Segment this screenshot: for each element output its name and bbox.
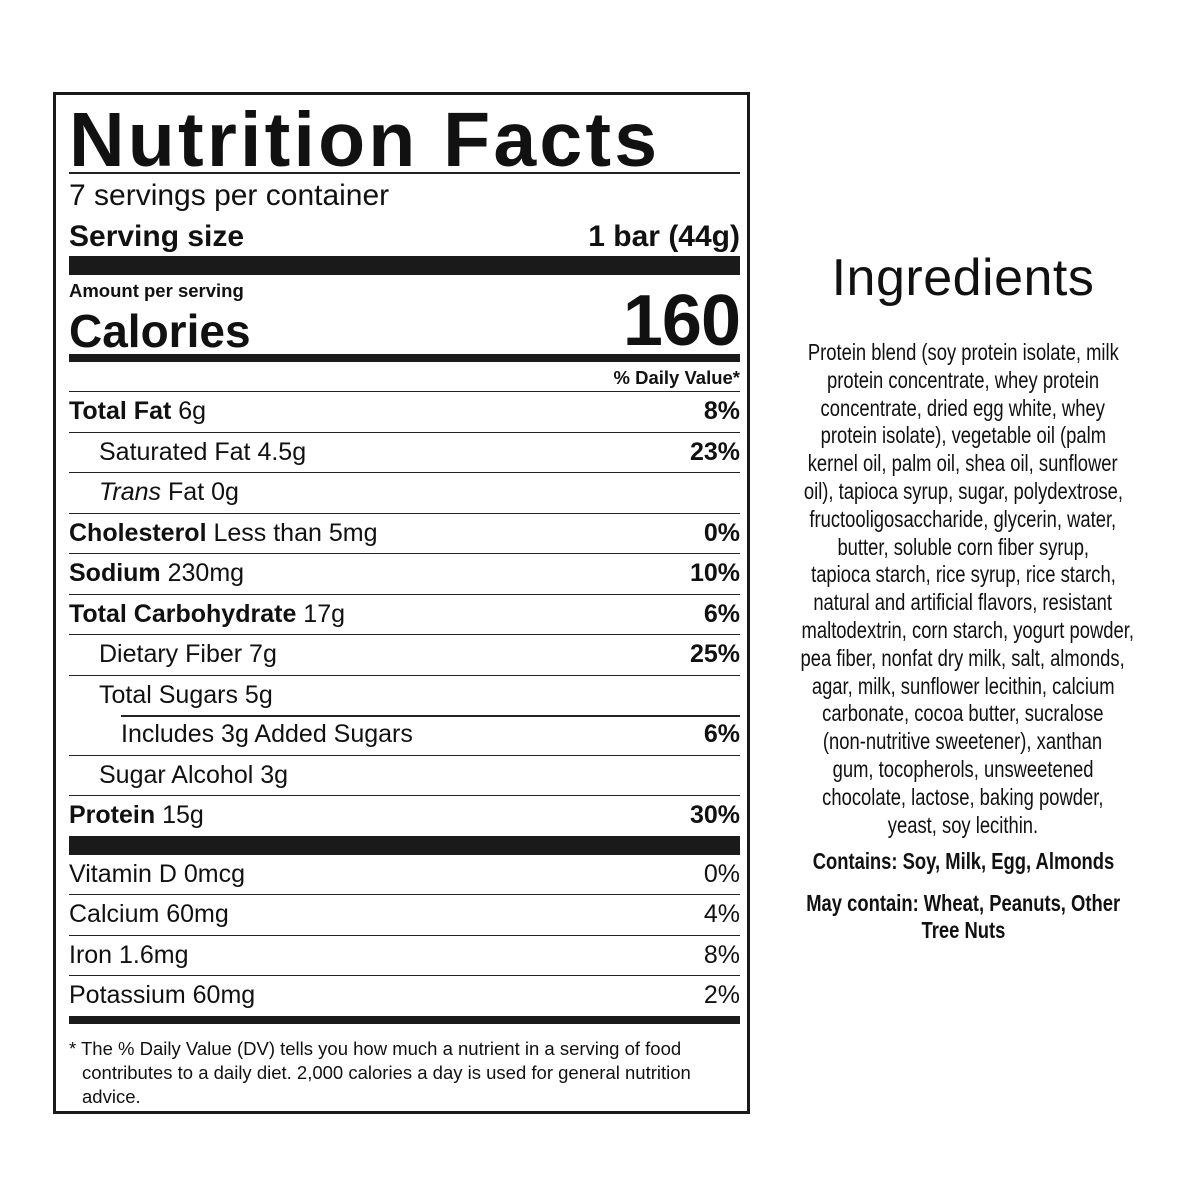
nutrient-rows: Total Fat 6g 8% Saturated Fat 4.5g 23% Tra… [69, 391, 740, 1024]
ingredient-line: butter, soluble corn fiber syrup, [837, 533, 1089, 560]
nutrient-row-added-sugars: Includes 3g Added Sugars 6% [69, 715, 740, 755]
nutrition-title: Nutrition Facts [69, 97, 661, 183]
vitamin-rows: Vitamin D 0mcg 0% Calcium 60mg 4% Iron 1.6… [69, 855, 740, 1016]
medium-divider [69, 1015, 740, 1024]
serving-size: Serving size 1 bar (44g) [69, 219, 740, 255]
nutrient-row-cholesterol: Cholesterol Less than 5mg 0% [69, 512, 740, 554]
calories-label: Calories [69, 305, 251, 357]
ingredients-title: Ingredients [831, 249, 1095, 307]
nutrient-row-protein: Protein 15g 30% [69, 795, 740, 836]
daily-value-header: % Daily Value* [613, 367, 740, 388]
ingredient-line: tapioca starch, rice syrup, rice starch, [810, 561, 1116, 588]
vitamin-row: Vitamin D 0mcg 0% [69, 859, 740, 888]
ingredient-line: maltodextrin, corn starch, yogurt powder… [801, 616, 1134, 643]
nutrient-row-saturated-fat: Saturated Fat 4.5g 23% [69, 431, 740, 473]
amount-per-serving: Amount per serving [69, 280, 244, 301]
ingredient-line: concentrate, dried egg white, whey [820, 394, 1106, 421]
calories-row: Calories 160 [69, 281, 741, 361]
footnote: * The % Daily Value (DV) tells you how m… [69, 1038, 691, 1107]
calories-value: 160 [622, 281, 741, 361]
allergen-may-contain: May contain: Wheat, Peanuts, Other [806, 889, 1120, 916]
ingredient-line: oil), tapioca syrup, sugar, polydextrose… [803, 477, 1123, 504]
ingredient-line: gum, tocopherols, unsweetened [832, 755, 1094, 782]
nutrient-row-dietary-fiber: Dietary Fiber 7g 25% [69, 634, 740, 675]
ingredient-line: kernel oil, palm oil, shea oil, sunflowe… [808, 450, 1118, 477]
vitamin-row: Potassium 60mg 2% [69, 975, 740, 1016]
thick-divider [69, 835, 740, 855]
ingredient-line: chocolate, lactose, baking powder, [822, 783, 1104, 810]
allergen-may-contain-cont: Tree Nuts [921, 917, 1005, 944]
ingredient-line: carbonate, cocoa butter, sucralose [822, 700, 1104, 727]
servings-per-container: 7 servings per container [69, 179, 390, 212]
ingredient-line: fructooligosaccharide, glycerin, water, [809, 505, 1117, 532]
nutrition-facts-label: Nutrition Facts 7 servings per container… [53, 92, 750, 1114]
ingredient-line: pea fiber, nonfat dry milk, salt, almond… [800, 644, 1126, 671]
medium-divider [69, 354, 740, 362]
nutrient-row-total-fat: Total Fat 6g 8% [69, 391, 740, 432]
thick-divider [69, 256, 740, 275]
ingredient-line: protein concentrate, whey protein [826, 366, 1100, 393]
nutrient-row-total-carbohydrate: Total Carbohydrate 17g 6% [69, 593, 740, 635]
nutrient-row-sodium: Sodium 230mg 10% [69, 553, 740, 594]
serving-size-label: Serving size [69, 220, 245, 253]
nutrient-row-trans-fat: Trans Fat 0g [69, 472, 740, 513]
serving-size-value: 1 bar (44g) [588, 220, 740, 253]
ingredients-list: Protein blend (soy protein isolate, milk… [760, 339, 1166, 945]
ingredient-line: protein isolate), vegetable oil (palm [820, 422, 1106, 449]
vitamin-row: Calcium 60mg 4% [69, 894, 740, 935]
ingredient-line: natural and artificial flavors, resistan… [813, 589, 1113, 616]
ingredient-line: yeast, soy lecithin. [887, 811, 1039, 838]
nutrient-row-sugar-alcohol: Sugar Alcohol 3g [69, 754, 740, 796]
vitamin-row: Iron 1.6mg 8% [69, 934, 740, 976]
ingredient-line: Protein blend (soy protein isolate, milk [807, 339, 1119, 365]
ingredient-line: agar, milk, sunflower lecithin, calcium [811, 672, 1115, 699]
allergen-contains: Contains: Soy, Milk, Egg, Almonds [812, 848, 1114, 875]
nutrient-row-total-sugars: Total Sugars 5g [69, 674, 740, 716]
divider [69, 172, 740, 174]
ingredient-line: (non-nutritive sweetener), xanthan [823, 728, 1103, 755]
